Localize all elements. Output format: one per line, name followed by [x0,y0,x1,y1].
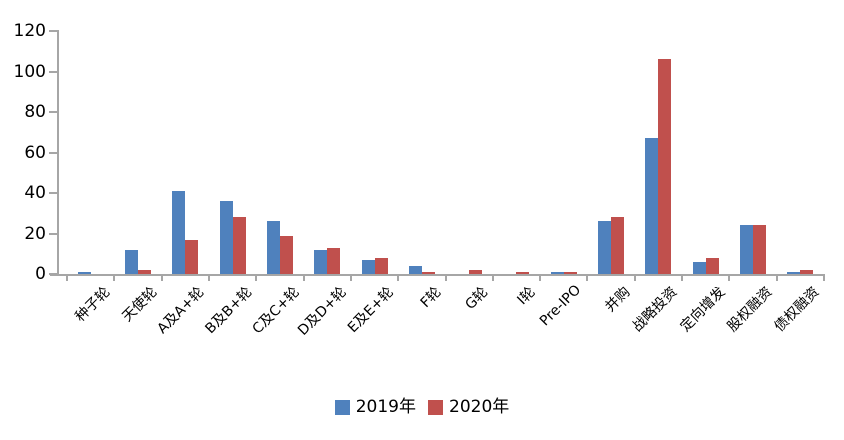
x-category-label: G轮 [462,284,492,314]
legend-swatch-icon [334,399,350,415]
x-category-label: 战略投资 [629,284,681,336]
x-category-label: F轮 [417,284,445,312]
legend-item-2019年: 2019年 [334,397,416,417]
legend-label: 2020年 [449,397,510,417]
x-axis-tick [397,275,400,281]
legend: 2019年 2020年 [0,397,844,417]
y-axis-tick [49,30,57,32]
x-axis-tick [207,275,210,281]
x-category-label: D及D+轮 [294,284,350,339]
bar-2020年-G轮 [469,270,483,274]
x-axis-tick [255,275,258,281]
x-category-label: 债权融资 [771,284,823,336]
x-axis-tick [444,275,447,281]
y-axis-tick [49,192,57,194]
bar-2020年-C及C+轮 [279,236,293,274]
bar-2020年-E及E+轮 [374,258,388,274]
bar-2020年-Pre-IPO [563,272,577,274]
x-axis-tick [349,275,352,281]
legend-label: 2019年 [355,397,416,417]
x-category-label: E及E+轮 [345,284,397,337]
x-category-label: 天使轮 [119,284,161,326]
bar-2019年-D及D+轮 [314,250,328,274]
x-category-label: 并购 [602,284,634,316]
x-axis-tick [113,275,116,281]
x-category-label: 股权融资 [724,284,776,336]
x-axis-line [50,274,825,276]
y-tick-label: 120 [13,21,46,41]
bar-2020年-D及D+轮 [327,248,341,274]
bar-2020年-天使轮 [137,270,151,274]
y-tick-label: 80 [24,102,46,122]
x-axis-tick [539,275,542,281]
x-axis-tick [491,275,494,281]
x-axis-tick [681,275,684,281]
bar-2019年-B及B+轮 [219,201,233,274]
x-category-label: 种子轮 [72,284,114,326]
bar-2020年-战略投资 [658,59,672,274]
x-category-label: 定向增发 [677,284,729,336]
x-category-label: Pre-IPO [536,282,585,330]
bar-2019年-战略投资 [645,138,659,274]
y-tick-label: 40 [24,183,46,203]
bar-2019年-A及A+轮 [172,191,186,274]
x-axis-tick [775,275,778,281]
x-axis-tick [302,275,305,281]
x-category-label: I轮 [514,284,539,309]
bar-2020年-并购 [611,217,625,274]
x-axis-tick [586,275,589,281]
x-axis-tick [633,275,636,281]
bar-2019年-股权融资 [740,225,754,274]
y-axis-tick [49,111,57,113]
y-axis-tick [49,232,57,235]
y-axis-line [57,30,59,276]
x-category-label: B及B+轮 [202,284,256,338]
y-axis-tick [49,273,57,275]
bar-2020年-A及A+轮 [185,240,199,274]
y-tick-label: 60 [24,142,46,163]
bar-2019年-C及C+轮 [266,221,280,274]
y-tick-label: 100 [13,61,46,82]
x-axis-tick [823,275,825,281]
legend-swatch-icon [428,399,443,415]
bar-2019年-并购 [598,221,612,274]
y-axis-tick [49,151,57,154]
bar-2020年-债权融资 [800,270,814,274]
y-tick-label: 0 [35,264,46,284]
bar-2020年-股权融资 [753,225,767,274]
bar-2019年-天使轮 [124,250,138,274]
legend-item-2020年: 2020年 [428,397,509,417]
bar-2019年-债权融资 [787,272,801,274]
bar-2019年-定向增发 [692,262,706,274]
y-tick-label: 20 [24,223,46,244]
bar-2020年-F轮 [421,272,435,274]
y-axis-tick [49,70,57,73]
bar-2020年-B及B+轮 [232,217,246,274]
bar-2019年-Pre-IPO [550,272,564,274]
bar-2020年-I轮 [516,272,530,274]
bar-2019年-E及E+轮 [361,260,375,274]
x-category-label: A及A+轮 [154,284,208,338]
x-axis-tick [160,275,163,281]
bar-2020年-定向增发 [705,258,719,274]
x-axis-tick [66,275,68,281]
bar-2019年-种子轮 [77,272,91,274]
bar-2019年-F轮 [408,266,422,274]
x-category-label: C及C+轮 [249,284,303,338]
x-axis-tick [728,275,731,281]
